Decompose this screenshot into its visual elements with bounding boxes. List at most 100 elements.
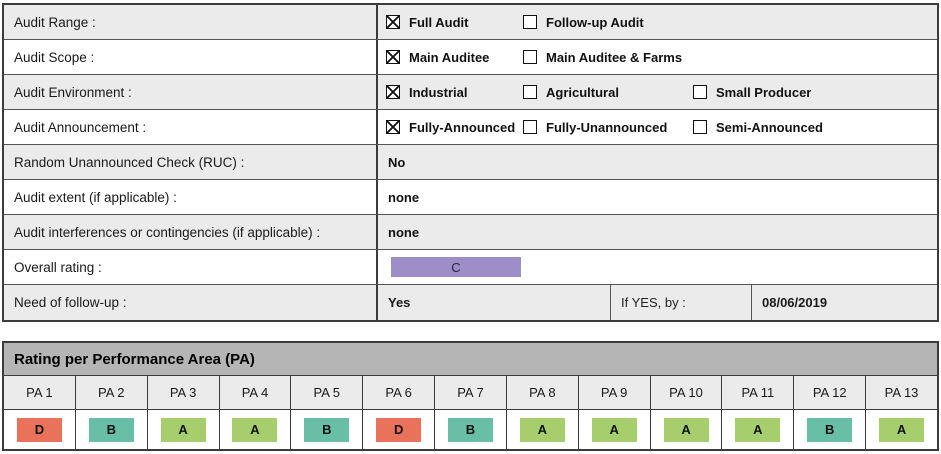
checkbox-option-label: Main Auditee [409,49,490,65]
checked-checkbox-icon[interactable] [386,85,400,99]
pa-grade-badge: B [447,417,493,442]
pa-grade-badge: A [663,417,709,442]
pa-grade-badge: A [232,417,278,442]
checkbox-option-label: Fully-Announced [409,119,516,135]
form-row-0: Audit Range : Full Audit Follow-up Audit [4,5,937,40]
checkbox-option-label: Semi-Announced [716,119,823,135]
row-value-cell: No [378,145,937,179]
pa-rating-cell: A [866,410,937,449]
checkbox-option-label: Agricultural [546,84,619,100]
checkbox-option-label: Follow-up Audit [546,14,644,30]
pa-column-header: PA 11 [722,376,795,410]
checkbox-option[interactable]: Main Auditee [386,50,523,65]
overall-rating-badge: C [391,257,521,277]
pa-rating-cell: A [650,410,723,449]
checkbox-option[interactable]: Small Producer [693,85,937,100]
checkbox-option[interactable]: Follow-up Audit [523,15,693,30]
row-value-cell: none [378,180,937,214]
row-options: Full Audit Follow-up Audit [378,5,937,39]
pa-grade-badge: A [591,417,637,442]
pa-rating-cell: B [291,410,364,449]
pa-column-header: PA 10 [650,376,723,410]
pa-header-row: PA 1 PA 2 PA 3 PA 4 PA 5 PA 6 PA 7 PA 8 PA 9 PA 1… [4,376,937,410]
row-label: Audit Environment : [4,75,378,109]
checkbox-option[interactable]: Semi-Announced [693,120,937,135]
pa-column-header: PA 13 [866,376,937,410]
unchecked-checkbox-icon[interactable] [523,85,537,99]
checkbox-option[interactable]: Main Auditee & Farms [523,50,693,65]
form-row-6: Audit interferences or contingencies (if… [4,215,937,250]
audit-summary-table: Audit Range : Full Audit Follow-up Audit Au… [2,3,939,322]
checkbox-option[interactable]: Agricultural [523,85,693,100]
row-value-cell: none [378,215,937,249]
pa-column-header: PA 2 [75,376,148,410]
if-yes-date: 08/06/2019 [762,295,828,310]
form-row-4: Random Unannounced Check (RUC) : No [4,145,937,180]
pa-rating-cell: B [794,410,867,449]
unchecked-checkbox-icon[interactable] [523,120,537,134]
row-label: Audit extent (if applicable) : [4,180,378,214]
checked-checkbox-icon[interactable] [386,15,400,29]
pa-grade-badge: A [160,417,206,442]
unchecked-checkbox-icon[interactable] [693,120,707,134]
unchecked-checkbox-icon[interactable] [523,15,537,29]
checkbox-option[interactable]: Industrial [386,85,523,100]
pa-column-header: PA 12 [794,376,867,410]
unchecked-checkbox-icon[interactable] [523,50,537,64]
checkbox-option[interactable]: Fully-Unannounced [523,120,693,135]
row-options: Fully-Announced Fully-Unannounced Semi-Ann… [378,110,937,144]
pa-rating-cell: A [722,410,795,449]
row-label: Audit Scope : [4,40,378,74]
pa-rating-table: Rating per Performance Area (PA) PA 1 PA … [2,341,939,451]
form-row-5: Audit extent (if applicable) : none [4,180,937,215]
pa-rating-cell: A [578,410,651,449]
form-row-3: Audit Announcement : Fully-Announced Fully… [4,110,937,145]
pa-grade-badge: A [879,417,925,442]
pa-rating-cell: A [219,410,292,449]
pa-column-header: PA 9 [578,376,651,410]
pa-rating-cell: B [75,410,148,449]
checkbox-option-label: Industrial [409,84,468,100]
checkbox-option[interactable]: Fully-Announced [386,120,523,135]
pa-column-header: PA 7 [435,376,507,410]
checkbox-option-label: Fully-Unannounced [546,119,668,135]
checkbox-option-label: Small Producer [716,84,812,100]
pa-grade-badge: B [304,417,350,442]
pa-rating-cell: D [363,410,436,449]
pa-column-header: PA 3 [147,376,220,410]
checkbox-option-label: Full Audit [409,14,469,30]
pa-grade-badge: B [807,417,853,442]
pa-grade-badge: A [735,417,781,442]
overall-rating-cell: C [378,250,937,284]
row-label: Audit Range : [4,5,378,39]
row-value: No [388,154,406,170]
pa-grade-badge: A [519,417,565,442]
pa-column-header: PA 8 [506,376,579,410]
row-value: none [388,224,420,240]
row-label: Random Unannounced Check (RUC) : [4,145,378,179]
followup-value: Yes [388,295,411,310]
row-options: Main Auditee Main Auditee & Farms [378,40,937,74]
if-yes-label: If YES, by : [610,285,752,320]
checked-checkbox-icon[interactable] [386,50,400,64]
pa-rating-cell: B [435,410,507,449]
checked-checkbox-icon[interactable] [386,120,400,134]
row-label: Need of follow-up : [4,285,378,320]
pa-column-header: PA 6 [363,376,436,410]
row-label: Overall rating : [4,250,378,284]
pa-grade-badge: D [16,417,62,442]
form-row-2: Audit Environment : Industrial Agricultura… [4,75,937,110]
pa-rating-cell: A [506,410,579,449]
form-row-7: Overall rating : C [4,250,937,285]
checkbox-option[interactable]: Full Audit [386,15,523,30]
pa-grade-badge: D [376,417,422,442]
pa-rating-cell: A [147,410,220,449]
followup-cells: Yes If YES, by : 08/06/2019 [378,285,937,320]
pa-column-header: PA 4 [219,376,292,410]
checkbox-option-label: Main Auditee & Farms [546,49,683,65]
unchecked-checkbox-icon[interactable] [693,85,707,99]
pa-column-header: PA 1 [4,376,76,410]
pa-rating-cell: D [4,410,76,449]
pa-column-header: PA 5 [291,376,364,410]
